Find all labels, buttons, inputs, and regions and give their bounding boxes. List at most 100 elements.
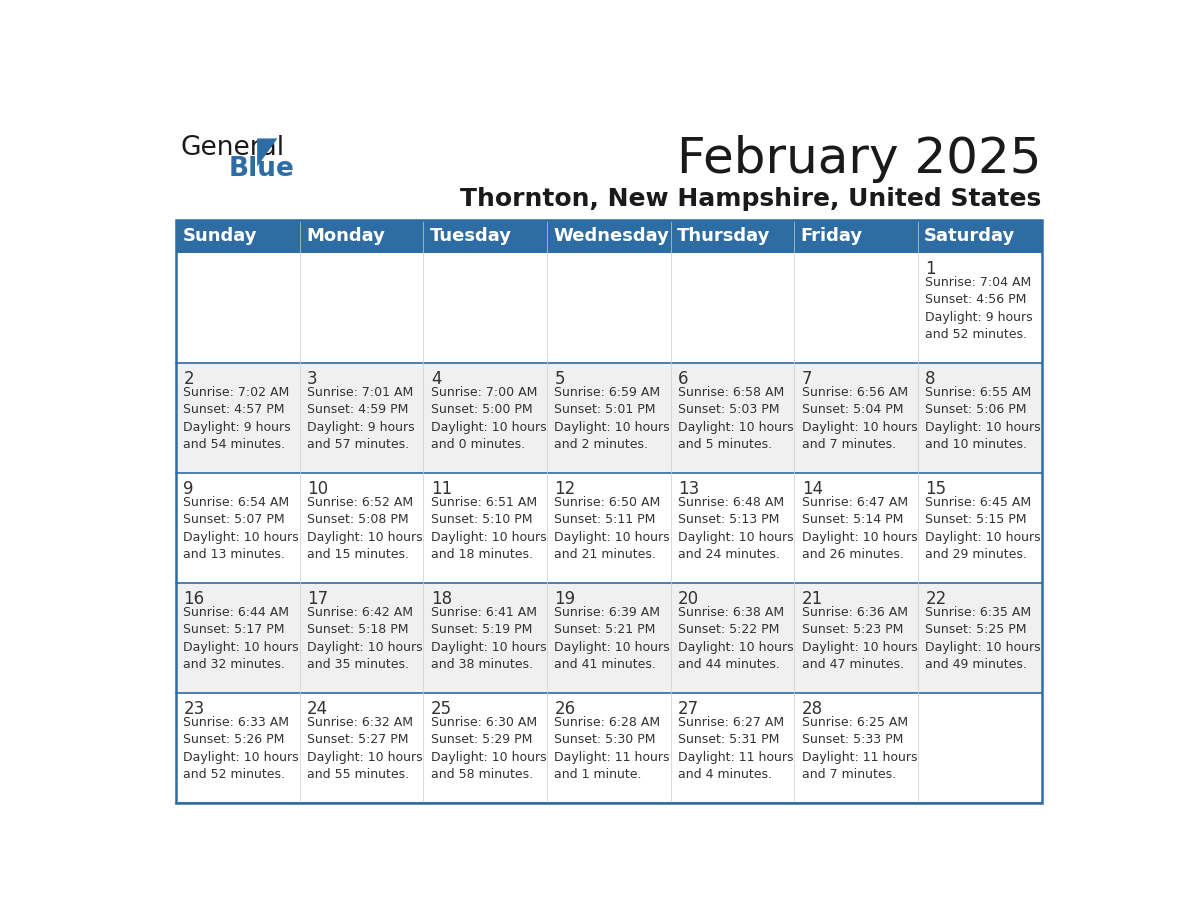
Text: Thornton, New Hampshire, United States: Thornton, New Hampshire, United States xyxy=(460,186,1042,210)
FancyBboxPatch shape xyxy=(795,253,918,363)
FancyBboxPatch shape xyxy=(546,693,671,803)
Text: 23: 23 xyxy=(183,700,204,718)
Text: Saturday: Saturday xyxy=(924,228,1016,245)
Text: Tuesday: Tuesday xyxy=(430,228,512,245)
FancyBboxPatch shape xyxy=(423,473,546,583)
Text: 2: 2 xyxy=(183,370,194,388)
Text: 15: 15 xyxy=(925,480,947,498)
FancyBboxPatch shape xyxy=(918,693,1042,803)
Text: 13: 13 xyxy=(678,480,700,498)
FancyBboxPatch shape xyxy=(671,583,795,693)
FancyBboxPatch shape xyxy=(423,253,546,363)
FancyBboxPatch shape xyxy=(671,253,795,363)
Text: Sunrise: 6:45 AM
Sunset: 5:15 PM
Daylight: 10 hours
and 29 minutes.: Sunrise: 6:45 AM Sunset: 5:15 PM Dayligh… xyxy=(925,496,1041,561)
Text: Monday: Monday xyxy=(307,228,385,245)
Text: 17: 17 xyxy=(308,590,328,608)
Text: 18: 18 xyxy=(431,590,451,608)
Text: Sunrise: 6:47 AM
Sunset: 5:14 PM
Daylight: 10 hours
and 26 minutes.: Sunrise: 6:47 AM Sunset: 5:14 PM Dayligh… xyxy=(802,496,917,561)
Text: 24: 24 xyxy=(308,700,328,718)
FancyBboxPatch shape xyxy=(546,583,671,693)
Text: Sunrise: 6:25 AM
Sunset: 5:33 PM
Daylight: 11 hours
and 7 minutes.: Sunrise: 6:25 AM Sunset: 5:33 PM Dayligh… xyxy=(802,715,917,781)
Text: Sunrise: 6:28 AM
Sunset: 5:30 PM
Daylight: 11 hours
and 1 minute.: Sunrise: 6:28 AM Sunset: 5:30 PM Dayligh… xyxy=(555,715,670,781)
Text: Sunrise: 6:55 AM
Sunset: 5:06 PM
Daylight: 10 hours
and 10 minutes.: Sunrise: 6:55 AM Sunset: 5:06 PM Dayligh… xyxy=(925,386,1041,451)
Text: 10: 10 xyxy=(308,480,328,498)
FancyBboxPatch shape xyxy=(176,219,1042,253)
FancyBboxPatch shape xyxy=(546,363,671,473)
FancyBboxPatch shape xyxy=(795,473,918,583)
Text: Friday: Friday xyxy=(801,228,862,245)
Polygon shape xyxy=(257,139,278,167)
FancyBboxPatch shape xyxy=(299,693,423,803)
Text: February 2025: February 2025 xyxy=(677,135,1042,183)
Text: 11: 11 xyxy=(431,480,451,498)
FancyBboxPatch shape xyxy=(671,693,795,803)
Text: 20: 20 xyxy=(678,590,700,608)
Text: Sunrise: 6:59 AM
Sunset: 5:01 PM
Daylight: 10 hours
and 2 minutes.: Sunrise: 6:59 AM Sunset: 5:01 PM Dayligh… xyxy=(555,386,670,451)
FancyBboxPatch shape xyxy=(795,693,918,803)
Text: 3: 3 xyxy=(308,370,317,388)
Text: Sunrise: 6:42 AM
Sunset: 5:18 PM
Daylight: 10 hours
and 35 minutes.: Sunrise: 6:42 AM Sunset: 5:18 PM Dayligh… xyxy=(308,606,423,671)
FancyBboxPatch shape xyxy=(176,583,299,693)
Text: Sunrise: 7:01 AM
Sunset: 4:59 PM
Daylight: 9 hours
and 57 minutes.: Sunrise: 7:01 AM Sunset: 4:59 PM Dayligh… xyxy=(308,386,415,451)
Text: 26: 26 xyxy=(555,700,575,718)
Text: 9: 9 xyxy=(183,480,194,498)
Text: Wednesday: Wednesday xyxy=(554,228,669,245)
FancyBboxPatch shape xyxy=(423,693,546,803)
FancyBboxPatch shape xyxy=(795,583,918,693)
Text: 28: 28 xyxy=(802,700,823,718)
Text: Sunrise: 6:52 AM
Sunset: 5:08 PM
Daylight: 10 hours
and 15 minutes.: Sunrise: 6:52 AM Sunset: 5:08 PM Dayligh… xyxy=(308,496,423,561)
Text: Sunrise: 6:38 AM
Sunset: 5:22 PM
Daylight: 10 hours
and 44 minutes.: Sunrise: 6:38 AM Sunset: 5:22 PM Dayligh… xyxy=(678,606,794,671)
FancyBboxPatch shape xyxy=(918,363,1042,473)
FancyBboxPatch shape xyxy=(795,363,918,473)
FancyBboxPatch shape xyxy=(299,363,423,473)
FancyBboxPatch shape xyxy=(918,253,1042,363)
FancyBboxPatch shape xyxy=(918,473,1042,583)
Text: Sunrise: 6:50 AM
Sunset: 5:11 PM
Daylight: 10 hours
and 21 minutes.: Sunrise: 6:50 AM Sunset: 5:11 PM Dayligh… xyxy=(555,496,670,561)
Text: Sunrise: 6:33 AM
Sunset: 5:26 PM
Daylight: 10 hours
and 52 minutes.: Sunrise: 6:33 AM Sunset: 5:26 PM Dayligh… xyxy=(183,715,299,781)
Text: 16: 16 xyxy=(183,590,204,608)
Text: Thursday: Thursday xyxy=(677,228,770,245)
FancyBboxPatch shape xyxy=(176,253,299,363)
Text: 14: 14 xyxy=(802,480,823,498)
FancyBboxPatch shape xyxy=(918,583,1042,693)
Text: Sunrise: 6:35 AM
Sunset: 5:25 PM
Daylight: 10 hours
and 49 minutes.: Sunrise: 6:35 AM Sunset: 5:25 PM Dayligh… xyxy=(925,606,1041,671)
Text: 22: 22 xyxy=(925,590,947,608)
Text: 21: 21 xyxy=(802,590,823,608)
Text: Sunrise: 7:00 AM
Sunset: 5:00 PM
Daylight: 10 hours
and 0 minutes.: Sunrise: 7:00 AM Sunset: 5:00 PM Dayligh… xyxy=(431,386,546,451)
Text: 4: 4 xyxy=(431,370,441,388)
FancyBboxPatch shape xyxy=(299,473,423,583)
Text: Sunrise: 7:04 AM
Sunset: 4:56 PM
Daylight: 9 hours
and 52 minutes.: Sunrise: 7:04 AM Sunset: 4:56 PM Dayligh… xyxy=(925,275,1032,341)
Text: 5: 5 xyxy=(555,370,565,388)
FancyBboxPatch shape xyxy=(176,363,299,473)
Text: 8: 8 xyxy=(925,370,936,388)
FancyBboxPatch shape xyxy=(546,473,671,583)
FancyBboxPatch shape xyxy=(176,473,299,583)
FancyBboxPatch shape xyxy=(671,473,795,583)
Text: Sunday: Sunday xyxy=(182,228,257,245)
Text: Sunrise: 6:54 AM
Sunset: 5:07 PM
Daylight: 10 hours
and 13 minutes.: Sunrise: 6:54 AM Sunset: 5:07 PM Dayligh… xyxy=(183,496,299,561)
Text: Sunrise: 6:39 AM
Sunset: 5:21 PM
Daylight: 10 hours
and 41 minutes.: Sunrise: 6:39 AM Sunset: 5:21 PM Dayligh… xyxy=(555,606,670,671)
Text: Sunrise: 6:41 AM
Sunset: 5:19 PM
Daylight: 10 hours
and 38 minutes.: Sunrise: 6:41 AM Sunset: 5:19 PM Dayligh… xyxy=(431,606,546,671)
Text: Sunrise: 6:36 AM
Sunset: 5:23 PM
Daylight: 10 hours
and 47 minutes.: Sunrise: 6:36 AM Sunset: 5:23 PM Dayligh… xyxy=(802,606,917,671)
Text: 1: 1 xyxy=(925,260,936,278)
Text: 19: 19 xyxy=(555,590,575,608)
Text: 7: 7 xyxy=(802,370,813,388)
Text: Sunrise: 7:02 AM
Sunset: 4:57 PM
Daylight: 9 hours
and 54 minutes.: Sunrise: 7:02 AM Sunset: 4:57 PM Dayligh… xyxy=(183,386,291,451)
FancyBboxPatch shape xyxy=(546,253,671,363)
Text: Sunrise: 6:48 AM
Sunset: 5:13 PM
Daylight: 10 hours
and 24 minutes.: Sunrise: 6:48 AM Sunset: 5:13 PM Dayligh… xyxy=(678,496,794,561)
Text: 12: 12 xyxy=(555,480,576,498)
FancyBboxPatch shape xyxy=(423,583,546,693)
Text: 27: 27 xyxy=(678,700,700,718)
Text: Blue: Blue xyxy=(228,156,295,182)
Text: Sunrise: 6:51 AM
Sunset: 5:10 PM
Daylight: 10 hours
and 18 minutes.: Sunrise: 6:51 AM Sunset: 5:10 PM Dayligh… xyxy=(431,496,546,561)
Text: 6: 6 xyxy=(678,370,689,388)
FancyBboxPatch shape xyxy=(299,583,423,693)
Text: Sunrise: 6:44 AM
Sunset: 5:17 PM
Daylight: 10 hours
and 32 minutes.: Sunrise: 6:44 AM Sunset: 5:17 PM Dayligh… xyxy=(183,606,299,671)
Text: General: General xyxy=(181,135,285,161)
Text: Sunrise: 6:58 AM
Sunset: 5:03 PM
Daylight: 10 hours
and 5 minutes.: Sunrise: 6:58 AM Sunset: 5:03 PM Dayligh… xyxy=(678,386,794,451)
FancyBboxPatch shape xyxy=(423,363,546,473)
FancyBboxPatch shape xyxy=(176,693,299,803)
Text: Sunrise: 6:30 AM
Sunset: 5:29 PM
Daylight: 10 hours
and 58 minutes.: Sunrise: 6:30 AM Sunset: 5:29 PM Dayligh… xyxy=(431,715,546,781)
Text: 25: 25 xyxy=(431,700,451,718)
FancyBboxPatch shape xyxy=(671,363,795,473)
